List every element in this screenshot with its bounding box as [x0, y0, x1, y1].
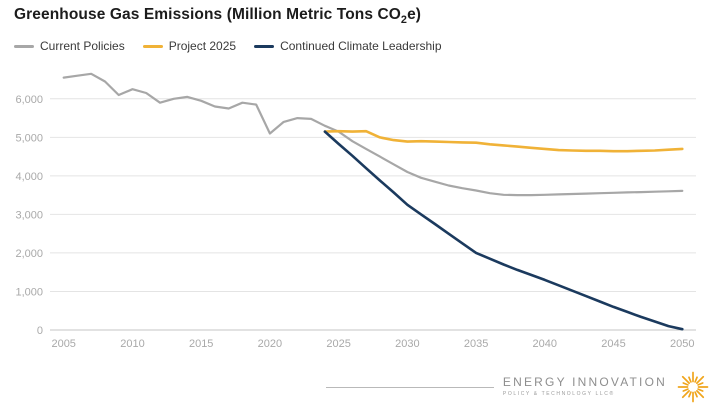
legend-swatch-project-2025	[142, 44, 163, 48]
y-tick-label: 2,000	[15, 248, 43, 260]
brand-text: ENERGY INNOVATION POLICY & TECHNOLOGY LL…	[502, 375, 667, 398]
series-line-project-2025	[323, 129, 684, 153]
legend-label-project-2025: Project 2025	[168, 39, 237, 53]
chart-title-subscript: 2	[400, 14, 408, 27]
legend-label-current-policies: Current Policies	[40, 39, 125, 53]
y-tick-label: 6,000	[15, 94, 43, 106]
y-tick-label: 0	[37, 325, 43, 337]
x-tick-label: 2050	[670, 338, 694, 350]
x-tick-label: 2025	[326, 338, 350, 350]
footer-divider	[325, 386, 494, 388]
x-tick-label: 2035	[464, 338, 488, 350]
legend-item-project-2025: Project 2025	[142, 39, 237, 53]
chart-title-suffix: e)	[407, 6, 422, 23]
chart-title-prefix: Greenhouse Gas Emissions (Million Metric…	[14, 6, 401, 23]
x-tick-label: 2030	[395, 338, 419, 350]
x-tick-label: 2040	[533, 338, 557, 350]
x-tick-label: 2015	[189, 338, 213, 350]
legend-item-current-policies: Current Policies	[14, 39, 125, 53]
series-line-current-policies	[62, 72, 684, 197]
brand-subtitle: POLICY & TECHNOLOGY LLC®	[502, 391, 615, 398]
y-tick-label: 1,000	[15, 287, 43, 299]
legend-item-continued-climate-leadership: Continued Climate Leadership	[254, 39, 442, 53]
sunburst-logo-icon	[677, 371, 709, 403]
x-tick-label: 2005	[51, 338, 75, 350]
brand-name: ENERGY INNOVATION	[502, 375, 667, 390]
legend-swatch-continued-climate-leadership	[254, 44, 275, 48]
chart-title: Greenhouse Gas Emissions (Million Metric…	[14, 6, 421, 26]
legend-label-continued-climate-leadership: Continued Climate Leadership	[280, 39, 442, 53]
series-line-continued-climate-leadership	[323, 130, 684, 331]
x-tick-label: 2010	[120, 338, 144, 350]
y-tick-label: 4,000	[15, 171, 43, 183]
footer-brand: ENERGY INNOVATION POLICY & TECHNOLOGY LL…	[325, 370, 710, 404]
chart-legend: Current Policies Project 2025 Continued …	[14, 39, 442, 53]
y-tick-label: 3,000	[15, 209, 43, 221]
x-tick-label: 2020	[258, 338, 282, 350]
legend-swatch-current-policies	[14, 44, 34, 48]
x-tick-label: 2045	[601, 338, 625, 350]
emissions-line-chart: 0 1,000 2,000 3,000 4,000 5,000 6,000 2005 2010 2…	[15, 72, 696, 350]
y-tick-label: 5,000	[15, 132, 43, 144]
